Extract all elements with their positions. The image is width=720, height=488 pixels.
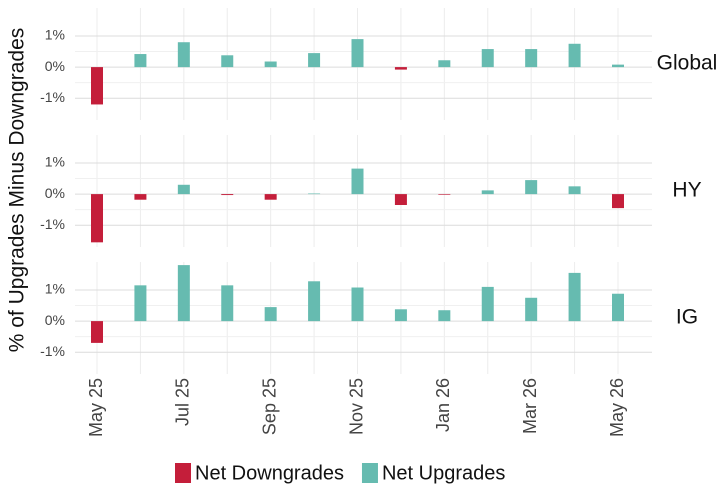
bar (481, 49, 494, 68)
x-tick-label: Jul 25 (173, 378, 193, 426)
bar (612, 64, 624, 68)
bar (134, 194, 147, 200)
bar (525, 180, 538, 195)
bar (264, 194, 277, 200)
bar (394, 309, 407, 322)
legend-label: Net Downgrades (195, 462, 344, 484)
legend-swatch (175, 463, 191, 483)
bar (308, 281, 321, 322)
bar (221, 55, 234, 68)
bar (525, 297, 538, 322)
x-tick-label: Sep 25 (259, 378, 279, 435)
y-tick-label: 0% (45, 58, 65, 74)
bar (481, 286, 494, 322)
bar (438, 194, 451, 195)
panel-label: HY (672, 179, 701, 202)
legend-label: Net Upgrades (382, 462, 505, 484)
bar (438, 60, 451, 68)
bar (308, 53, 321, 68)
y-tick-label: 1% (45, 281, 65, 297)
bar (568, 186, 581, 195)
x-tick-label: May 26 (607, 378, 627, 437)
bar (221, 285, 234, 322)
bar (394, 67, 407, 70)
panel-label: IG (676, 306, 698, 329)
y-tick-label: -1% (40, 216, 65, 232)
bar (612, 194, 624, 209)
y-tick-label: -1% (40, 343, 65, 359)
bar (177, 184, 190, 195)
y-tick-label: 1% (45, 154, 65, 170)
y-tick-label: 0% (45, 312, 65, 328)
bar (394, 194, 407, 205)
x-tick-label: Mar 26 (520, 378, 540, 434)
panel-label: Global (657, 52, 718, 75)
y-tick-label: -1% (40, 89, 65, 105)
bar (134, 54, 147, 68)
bar (177, 42, 190, 68)
bar (264, 307, 277, 322)
x-tick-label: Nov 25 (346, 378, 366, 435)
bar (438, 310, 451, 322)
bar (351, 287, 364, 322)
y-tick-label: 1% (45, 27, 65, 43)
bar (612, 293, 624, 322)
bar (351, 39, 364, 68)
bar (91, 321, 103, 343)
bar (351, 168, 364, 195)
x-tick-label: Jan 26 (433, 378, 453, 432)
legend-swatch (361, 463, 378, 483)
bar (91, 67, 103, 105)
y-axis-label: % of Upgrades Minus Downgrades (6, 28, 29, 353)
y-tick-label: 0% (45, 185, 65, 201)
bar (264, 61, 277, 68)
bar (221, 194, 234, 196)
bar (91, 194, 103, 243)
bar (481, 190, 494, 195)
bar (134, 285, 147, 322)
bar (308, 193, 321, 195)
bar (177, 265, 190, 322)
bar (525, 49, 538, 68)
bar (568, 43, 581, 68)
bar (568, 272, 581, 322)
x-tick-label: May 25 (86, 378, 106, 437)
